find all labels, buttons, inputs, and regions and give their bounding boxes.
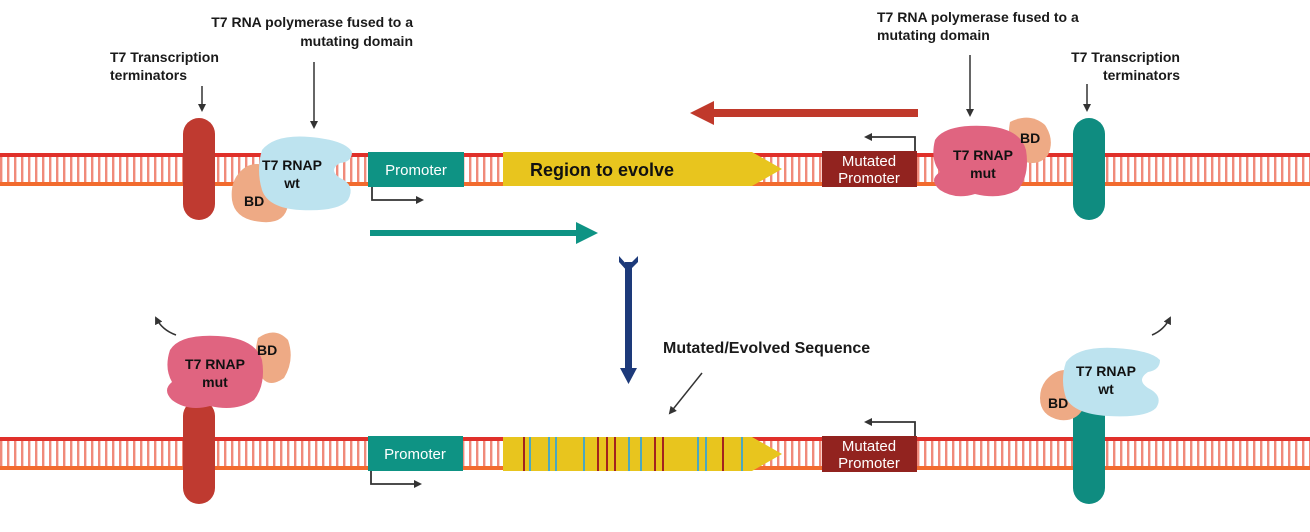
label-left-terminators: T7 Transcription terminators xyxy=(110,49,219,83)
transcription-start-arrow xyxy=(371,187,424,204)
bd-label: BD xyxy=(1048,395,1068,411)
rnap-mut-complex-top: T7 RNAP mut BD xyxy=(933,117,1051,197)
promoter-bottom: Promoter xyxy=(368,436,463,488)
bd-label: BD xyxy=(1020,130,1040,146)
rnap-mut-shape xyxy=(167,335,263,408)
rnap-label: T7 RNAP xyxy=(262,157,322,173)
mutated-sequence-bar xyxy=(503,437,782,471)
terminator-top-right xyxy=(1073,118,1105,220)
mutation-stripe xyxy=(705,437,707,471)
svg-text:Promoter: Promoter xyxy=(385,162,447,179)
release-arrow xyxy=(1151,316,1171,336)
evolution-arrow xyxy=(619,256,638,384)
bd-label: BD xyxy=(257,342,277,358)
label-right-terminators: T7 Transcription terminators xyxy=(1071,49,1180,83)
terminator-top-left xyxy=(183,118,215,220)
mutation-stripe xyxy=(606,437,608,471)
terminator-bottom-left xyxy=(183,400,215,504)
release-arrow xyxy=(155,316,177,336)
mutated-promoter-top: Mutated Promoter xyxy=(822,133,917,187)
terminator-bottom-right xyxy=(1073,400,1105,504)
mutation-stripe xyxy=(628,437,630,471)
label-mutated-sequence: Mutated/Evolved Sequence xyxy=(663,340,870,357)
mutation-stripe xyxy=(529,437,531,471)
transcription-start-arrow xyxy=(864,133,916,151)
mutation-stripe xyxy=(597,437,599,471)
pointer-arrow xyxy=(668,372,703,415)
label-right-polymerase: T7 RNA polymerase fused to a mutating dom… xyxy=(877,9,1079,43)
mutation-stripe xyxy=(640,437,642,471)
rnap-wt-shape xyxy=(1063,347,1160,417)
bd-domain xyxy=(255,332,291,383)
mutation-stripe xyxy=(523,437,525,471)
svg-text:Region to evolve: Region to evolve xyxy=(530,160,674,180)
svg-text:Promoter: Promoter xyxy=(384,446,446,463)
rnap-wt-shape xyxy=(259,136,352,211)
transcription-start-arrow xyxy=(864,418,916,436)
forward-transcription-arrow xyxy=(370,222,598,244)
bd-label: BD xyxy=(244,193,264,209)
mutation-stripe xyxy=(697,437,699,471)
promoter-top: Promoter xyxy=(368,152,464,204)
mutation-stripe xyxy=(555,437,557,471)
rnap-wt-complex-top: T7 RNAP wt BD xyxy=(231,136,352,223)
mutation-stripe xyxy=(662,437,664,471)
reverse-transcription-arrow xyxy=(690,101,918,125)
mutation-stripe xyxy=(583,437,585,471)
mutation-stripe xyxy=(654,437,656,471)
transcription-start-arrow xyxy=(370,471,422,488)
mutated-promoter-bottom: Mutated Promoter xyxy=(822,418,917,472)
rnap-mut-shape xyxy=(933,125,1027,197)
region-to-evolve: Region to evolve xyxy=(503,152,782,186)
mutation-stripe xyxy=(548,437,550,471)
mutation-stripe xyxy=(722,437,724,471)
label-left-polymerase: T7 RNA polymerase fused to a mutating dom… xyxy=(211,14,413,49)
mutation-stripe xyxy=(741,437,743,471)
rnap-mut-complex-bottom: T7 RNAP mut BD xyxy=(155,316,291,408)
rnap-wt-complex-bottom: T7 RNAP wt BD xyxy=(1040,316,1171,421)
mutation-stripe xyxy=(614,437,616,471)
